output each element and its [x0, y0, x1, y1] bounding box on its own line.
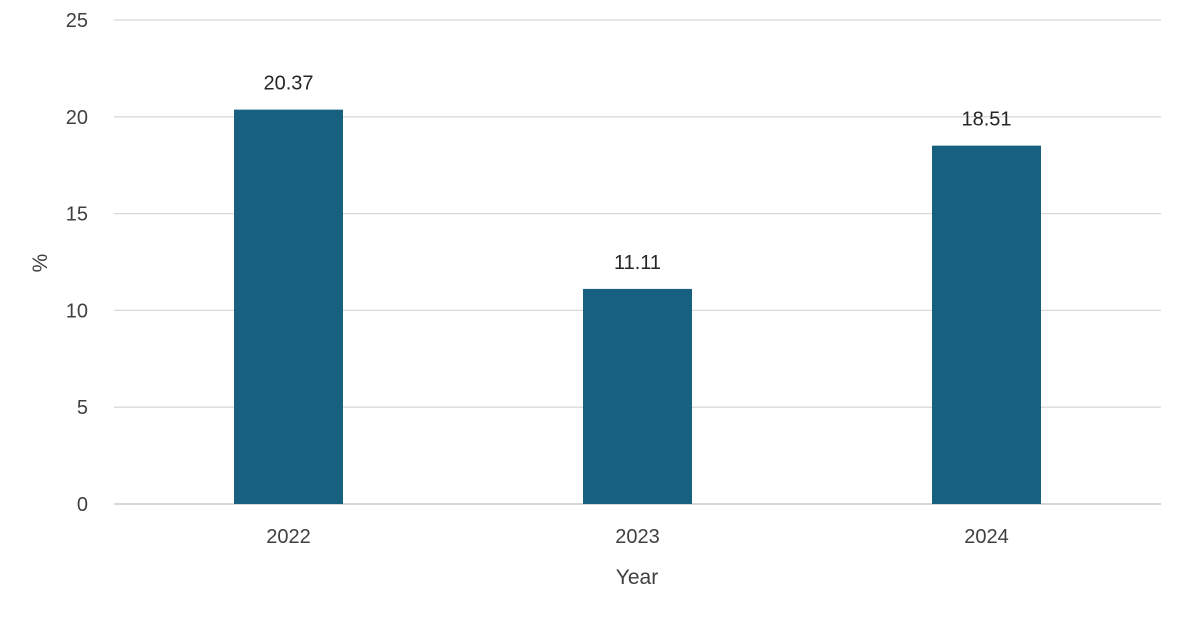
y-axis-ticks: 0 5 10 15 20 25 [66, 10, 88, 516]
bar-2022 [234, 109, 343, 504]
y-tick-label: 15 [66, 204, 88, 226]
data-labels: 20.37 11.11 18.51 [263, 73, 1011, 274]
y-tick-label: 10 [66, 300, 88, 322]
bar-2024 [932, 145, 1041, 504]
y-tick-label: 25 [66, 10, 88, 32]
x-tick-label: 2022 [266, 526, 311, 548]
x-axis-ticks: 2022 2023 2024 [266, 526, 1009, 548]
x-axis-title: Year [616, 566, 658, 589]
bar-2023 [583, 288, 692, 504]
bars [234, 109, 1041, 504]
y-tick-label: 0 [77, 494, 88, 516]
x-tick-label: 2023 [615, 526, 660, 548]
data-label-2024: 18.51 [961, 109, 1011, 131]
y-axis-title: % [29, 254, 52, 273]
data-label-2022: 20.37 [263, 73, 313, 95]
y-tick-label: 20 [66, 107, 88, 129]
data-label-2023: 11.11 [614, 252, 661, 274]
x-tick-label: 2024 [964, 526, 1009, 548]
y-tick-label: 5 [77, 397, 88, 419]
